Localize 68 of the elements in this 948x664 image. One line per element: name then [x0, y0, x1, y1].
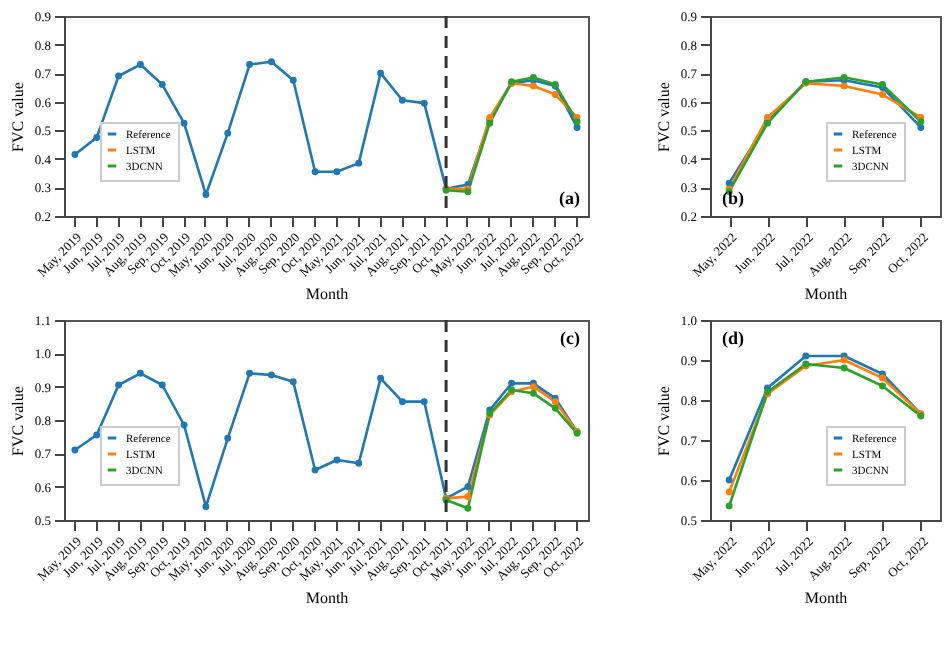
point	[136, 61, 144, 69]
x-axis-title: Month	[804, 285, 848, 304]
point	[551, 404, 559, 412]
y-axis-title: FVC value	[8, 385, 27, 456]
y-axis-title: FVC value	[8, 81, 27, 152]
point	[725, 502, 733, 510]
annotation: (b)	[722, 188, 744, 208]
point	[529, 389, 537, 397]
point	[464, 483, 472, 491]
point	[202, 503, 210, 511]
point	[879, 91, 886, 99]
point	[311, 466, 319, 474]
annotation: (d)	[722, 328, 744, 348]
point	[725, 488, 733, 496]
point	[840, 82, 848, 90]
y-axis-title: FVC value	[654, 385, 673, 456]
point	[71, 151, 79, 159]
x-axis-title: Month	[804, 589, 848, 608]
point	[355, 159, 363, 167]
point	[840, 364, 848, 372]
point	[725, 179, 733, 187]
point	[93, 431, 101, 439]
point	[725, 476, 733, 484]
point	[764, 113, 771, 121]
point	[311, 168, 319, 176]
point	[115, 72, 123, 80]
point	[464, 493, 472, 501]
point	[508, 379, 516, 387]
point	[333, 168, 341, 176]
annotation: (a)	[559, 188, 580, 208]
point	[355, 459, 363, 467]
point	[377, 374, 385, 382]
point	[464, 504, 472, 512]
point	[398, 96, 406, 104]
point	[71, 446, 79, 454]
point	[420, 99, 428, 107]
point	[573, 123, 581, 131]
point	[224, 434, 232, 442]
point	[398, 398, 406, 406]
point	[136, 369, 144, 377]
point	[879, 382, 886, 390]
point	[377, 69, 385, 77]
annotation: (c)	[560, 328, 580, 348]
point	[158, 81, 166, 89]
point	[246, 61, 254, 69]
point	[333, 456, 341, 464]
point	[267, 58, 275, 66]
point	[802, 352, 810, 360]
point	[289, 76, 297, 84]
point	[115, 381, 123, 389]
x-axis-title: Month	[305, 285, 349, 304]
point	[529, 82, 537, 90]
point	[551, 91, 559, 99]
point	[224, 129, 232, 137]
point	[246, 369, 254, 377]
point	[202, 191, 210, 199]
point	[917, 118, 925, 126]
point	[158, 381, 166, 389]
point	[180, 421, 188, 429]
point	[917, 123, 925, 131]
point	[289, 378, 297, 386]
y-axis-title: FVC value	[654, 81, 673, 152]
x-axis-title: Month	[305, 589, 349, 608]
point	[93, 133, 101, 141]
point	[267, 371, 275, 379]
point	[420, 398, 428, 406]
point	[180, 119, 188, 127]
point	[573, 118, 581, 126]
